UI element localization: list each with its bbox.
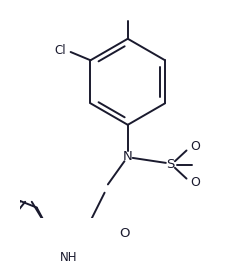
Text: NH: NH	[59, 251, 77, 262]
Text: O: O	[191, 176, 201, 189]
Text: O: O	[120, 227, 130, 240]
Text: S: S	[167, 158, 175, 171]
Text: Cl: Cl	[54, 44, 66, 57]
Text: O: O	[191, 140, 201, 153]
Text: N: N	[123, 150, 133, 163]
